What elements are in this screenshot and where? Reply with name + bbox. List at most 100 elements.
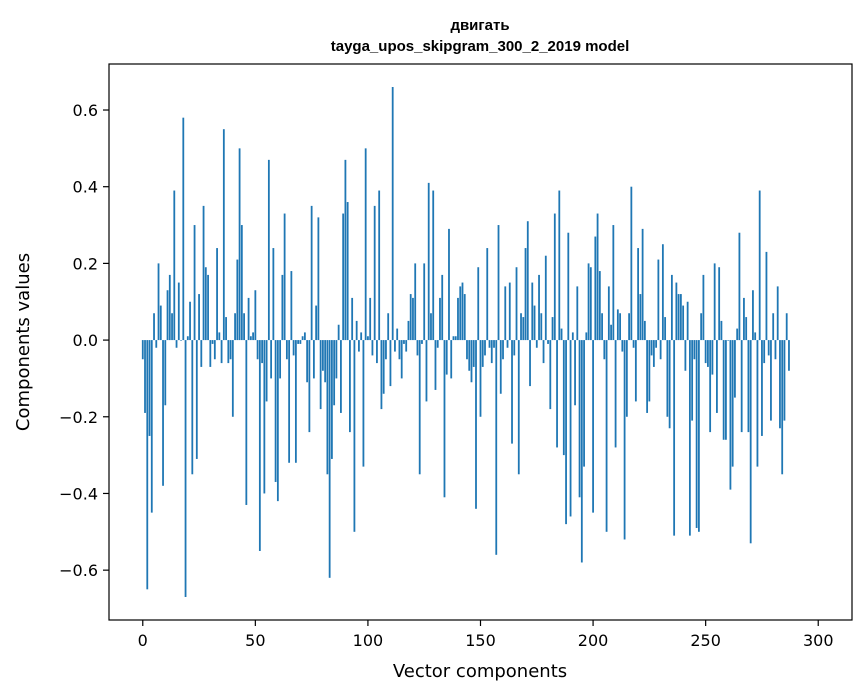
bar bbox=[236, 259, 239, 341]
bar bbox=[542, 340, 545, 364]
bar bbox=[657, 259, 660, 341]
chart-subtitle: tayga_upos_skipgram_300_2_2019 model bbox=[331, 38, 630, 55]
bar bbox=[301, 336, 304, 341]
bar bbox=[734, 340, 736, 398]
y-tick-label: −0.6 bbox=[59, 561, 98, 580]
bar bbox=[240, 225, 243, 341]
y-tick-label: 0.2 bbox=[73, 254, 98, 273]
bar bbox=[423, 263, 426, 341]
bar bbox=[182, 117, 185, 341]
bar bbox=[623, 340, 626, 540]
bar bbox=[299, 340, 302, 344]
bar bbox=[560, 328, 563, 341]
bar bbox=[396, 328, 399, 341]
bar bbox=[427, 182, 430, 341]
bar bbox=[490, 340, 493, 364]
bar bbox=[265, 340, 268, 402]
bar bbox=[727, 340, 730, 341]
bar bbox=[709, 340, 712, 433]
bar bbox=[209, 340, 212, 367]
bar bbox=[355, 320, 358, 341]
bar bbox=[583, 340, 585, 467]
bar bbox=[688, 340, 691, 536]
bar bbox=[580, 340, 583, 563]
bar bbox=[592, 340, 594, 513]
y-tick-label: −0.4 bbox=[59, 484, 98, 503]
bar bbox=[761, 340, 763, 436]
bar bbox=[601, 313, 603, 341]
bar bbox=[349, 340, 351, 433]
bar bbox=[245, 340, 248, 505]
bar bbox=[445, 340, 448, 375]
bar bbox=[294, 340, 297, 463]
bar bbox=[430, 313, 432, 341]
bar bbox=[607, 286, 610, 341]
bar bbox=[497, 225, 500, 341]
bar bbox=[418, 340, 421, 475]
bar bbox=[441, 274, 444, 341]
bar bbox=[677, 294, 680, 341]
bar bbox=[148, 340, 151, 436]
bar bbox=[576, 286, 579, 341]
bar bbox=[175, 340, 178, 348]
bar bbox=[713, 263, 716, 341]
chart-title: двигать bbox=[450, 17, 509, 34]
bar bbox=[484, 340, 486, 356]
bar bbox=[743, 297, 745, 341]
bar bbox=[234, 313, 236, 341]
bar bbox=[578, 340, 581, 498]
x-tick-label: 150 bbox=[465, 631, 496, 650]
bar bbox=[495, 340, 498, 555]
bar bbox=[661, 244, 664, 341]
bar bbox=[270, 340, 273, 379]
x-tick-label: 250 bbox=[690, 631, 721, 650]
bar bbox=[655, 340, 658, 348]
bar bbox=[700, 313, 703, 341]
bar bbox=[454, 336, 457, 341]
bar bbox=[569, 340, 572, 517]
bar bbox=[351, 297, 354, 341]
bar bbox=[758, 190, 761, 341]
bar bbox=[472, 340, 475, 367]
bar bbox=[412, 297, 414, 341]
bar bbox=[448, 228, 450, 341]
bar bbox=[394, 340, 396, 352]
bar bbox=[360, 332, 363, 341]
bar bbox=[168, 274, 171, 341]
bar bbox=[720, 320, 723, 341]
bar bbox=[461, 282, 464, 341]
bar bbox=[562, 340, 565, 456]
bar bbox=[664, 317, 667, 341]
bar bbox=[416, 340, 419, 356]
bar bbox=[211, 340, 214, 344]
bar bbox=[553, 213, 556, 341]
bar bbox=[324, 340, 327, 383]
bar bbox=[171, 313, 173, 341]
bar bbox=[650, 340, 653, 356]
bar bbox=[439, 297, 441, 341]
bar bbox=[670, 274, 673, 341]
bar bbox=[772, 313, 775, 341]
bar bbox=[529, 340, 531, 387]
bar bbox=[643, 320, 646, 341]
bar bbox=[457, 297, 459, 341]
bar bbox=[281, 274, 284, 341]
bar bbox=[767, 340, 770, 356]
bar bbox=[216, 248, 218, 341]
bar bbox=[711, 340, 714, 375]
bar bbox=[707, 340, 709, 367]
bar bbox=[549, 340, 552, 410]
bar bbox=[693, 340, 696, 360]
bar bbox=[684, 340, 687, 371]
bar bbox=[204, 267, 207, 341]
bar bbox=[326, 340, 329, 475]
bar bbox=[229, 340, 232, 360]
bar bbox=[639, 294, 642, 341]
bar bbox=[702, 274, 705, 341]
bar bbox=[436, 340, 439, 348]
bar bbox=[308, 340, 311, 433]
bar bbox=[783, 340, 786, 421]
bar bbox=[479, 340, 482, 417]
bar bbox=[468, 340, 471, 371]
